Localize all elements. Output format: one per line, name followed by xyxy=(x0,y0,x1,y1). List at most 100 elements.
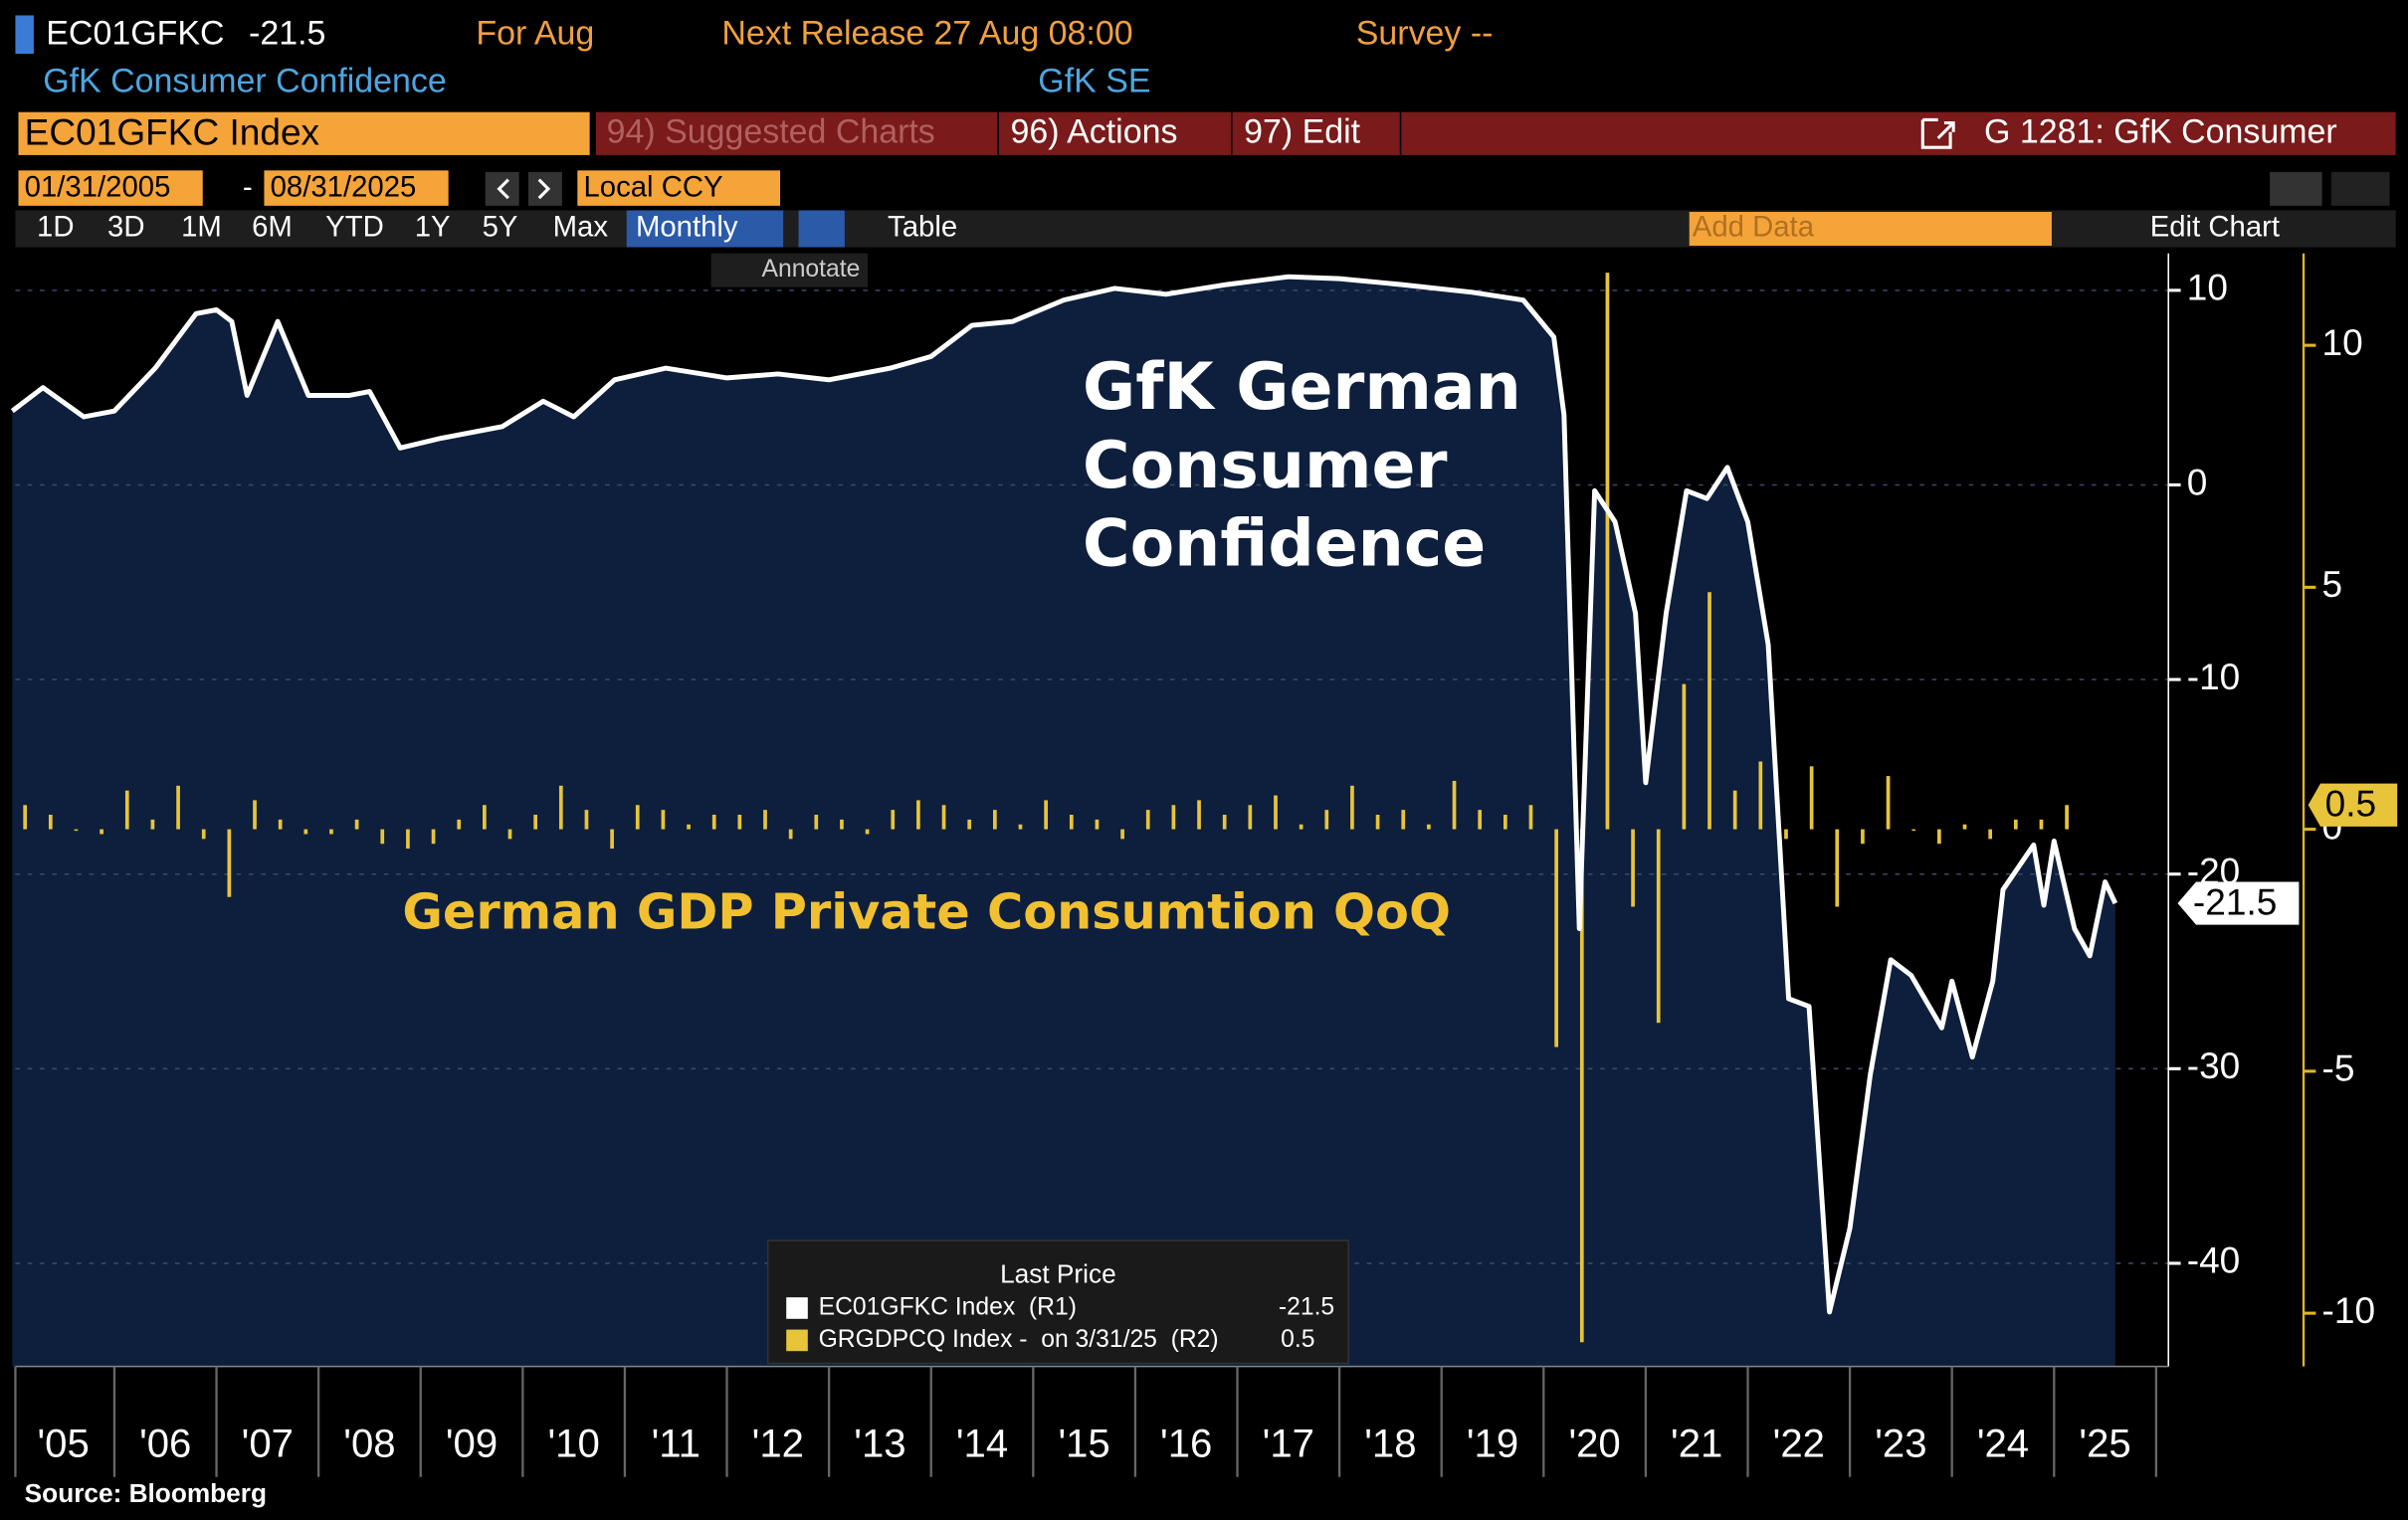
x-tick-label: '21 xyxy=(1671,1421,1722,1465)
price-tag xyxy=(2308,783,2398,827)
bar xyxy=(661,810,666,830)
bar xyxy=(1503,815,1507,830)
range-button[interactable]: 1Y xyxy=(415,211,451,244)
bar xyxy=(1809,766,1814,830)
undo[interactable] xyxy=(2270,171,2322,206)
legend-value: -21.5 xyxy=(1279,1293,1334,1320)
menu-item[interactable]: 94) Suggested Charts xyxy=(607,112,935,150)
add-data-box[interactable] xyxy=(1689,212,2052,246)
bar xyxy=(329,829,333,835)
price-tag xyxy=(2177,881,2300,925)
range-button[interactable]: YTD xyxy=(325,211,384,244)
legend-swatch xyxy=(786,1297,808,1319)
frequency: Monthly xyxy=(636,211,738,244)
bar xyxy=(1656,829,1661,1024)
y-tick-label: -10 xyxy=(2187,656,2241,697)
arrows xyxy=(497,178,551,200)
edit-chart[interactable]: Edit Chart xyxy=(2150,211,2280,244)
x-tick-label: '25 xyxy=(2079,1421,2130,1465)
security-box[interactable] xyxy=(18,111,590,155)
source-org: GfK SE xyxy=(1038,62,1150,99)
range-button[interactable]: 3D xyxy=(107,211,144,244)
bar xyxy=(1631,829,1635,907)
chart-icon[interactable] xyxy=(798,210,845,248)
x-tick-label: '17 xyxy=(1263,1421,1314,1465)
range-button[interactable]: Max xyxy=(553,211,609,244)
redo[interactable] xyxy=(2330,171,2390,206)
bar xyxy=(483,805,487,830)
frequency-box[interactable] xyxy=(626,210,784,248)
currency-box[interactable] xyxy=(577,170,781,206)
bar xyxy=(1069,815,1074,830)
x-tick-label: '09 xyxy=(446,1421,498,1465)
range-button[interactable]: 6M xyxy=(252,211,293,244)
legend-swatch xyxy=(786,1329,808,1352)
y-tick-label: -40 xyxy=(2187,1239,2241,1281)
next-button[interactable] xyxy=(527,171,562,206)
y2-tick-label: 10 xyxy=(2322,321,2363,363)
bar xyxy=(1861,829,1865,845)
bar xyxy=(1350,785,1354,830)
bar xyxy=(1324,810,1329,830)
bar xyxy=(23,805,28,830)
legend-label: EC01GFKC Index (R1) xyxy=(819,1293,1077,1320)
bar xyxy=(891,810,896,830)
annotate-box[interactable] xyxy=(710,253,869,287)
bar xyxy=(1528,805,1533,830)
bar xyxy=(150,819,155,830)
x-tick-label: '22 xyxy=(1773,1421,1825,1465)
y-tick-label: 10 xyxy=(2187,267,2228,308)
bar xyxy=(737,815,742,830)
bar xyxy=(1911,829,1916,832)
menu-item[interactable]: 97) Edit xyxy=(1244,112,1361,150)
bar xyxy=(1427,824,1431,830)
bar xyxy=(1248,805,1253,830)
menu-bar xyxy=(595,111,2396,155)
bar xyxy=(1478,810,1483,830)
bar xyxy=(1222,815,1227,830)
table-tab[interactable]: Table xyxy=(888,211,957,244)
marker xyxy=(15,15,34,55)
security: EC01GFKC Index xyxy=(25,111,320,153)
bar xyxy=(2013,819,2018,830)
x-tick-label: '16 xyxy=(1160,1421,1212,1465)
ticker: EC01GFKC xyxy=(46,14,224,52)
bar xyxy=(457,819,462,830)
bar xyxy=(1095,819,1100,830)
x-tick-label: '08 xyxy=(343,1421,395,1465)
bar xyxy=(380,829,385,845)
area xyxy=(12,277,2115,1367)
bar xyxy=(1732,790,1737,830)
range-button[interactable]: 5Y xyxy=(483,211,518,244)
bar xyxy=(1937,829,1941,845)
range-button[interactable]: 1M xyxy=(181,211,222,244)
annotation: GfK German xyxy=(1083,350,1521,425)
menu-item[interactable]: 96) Actions xyxy=(1011,112,1178,150)
bar xyxy=(354,819,359,830)
chart-id[interactable]: G 1281: GfK Consumer xyxy=(1984,112,2337,150)
annotation: Consumer xyxy=(1083,429,1447,503)
launch-icon[interactable] xyxy=(1920,117,1955,149)
x-tick-label: '10 xyxy=(547,1421,599,1465)
y2-tick-label: -5 xyxy=(2322,1047,2355,1089)
bar xyxy=(1886,776,1891,830)
bar xyxy=(1554,829,1558,1047)
bar xyxy=(992,810,997,830)
prev-button[interactable] xyxy=(485,171,519,206)
legend-label: GRGDPCQ Index - on 3/31/25 (R2) xyxy=(819,1326,1219,1353)
y-tick-label: -30 xyxy=(2187,1045,2241,1086)
bar xyxy=(507,829,512,840)
annotation: German GDP Private Consumtion QoQ xyxy=(402,882,1451,940)
date-box[interactable] xyxy=(264,170,449,206)
legend-value: 0.5 xyxy=(1281,1326,1314,1353)
date-box[interactable] xyxy=(18,170,203,206)
y2-tick-label: -10 xyxy=(2322,1289,2376,1331)
bar xyxy=(635,805,640,830)
bar xyxy=(687,824,691,830)
bar xyxy=(406,829,410,850)
range-button[interactable]: 1D xyxy=(37,211,74,244)
bar xyxy=(48,815,53,830)
bar xyxy=(1605,273,1610,830)
